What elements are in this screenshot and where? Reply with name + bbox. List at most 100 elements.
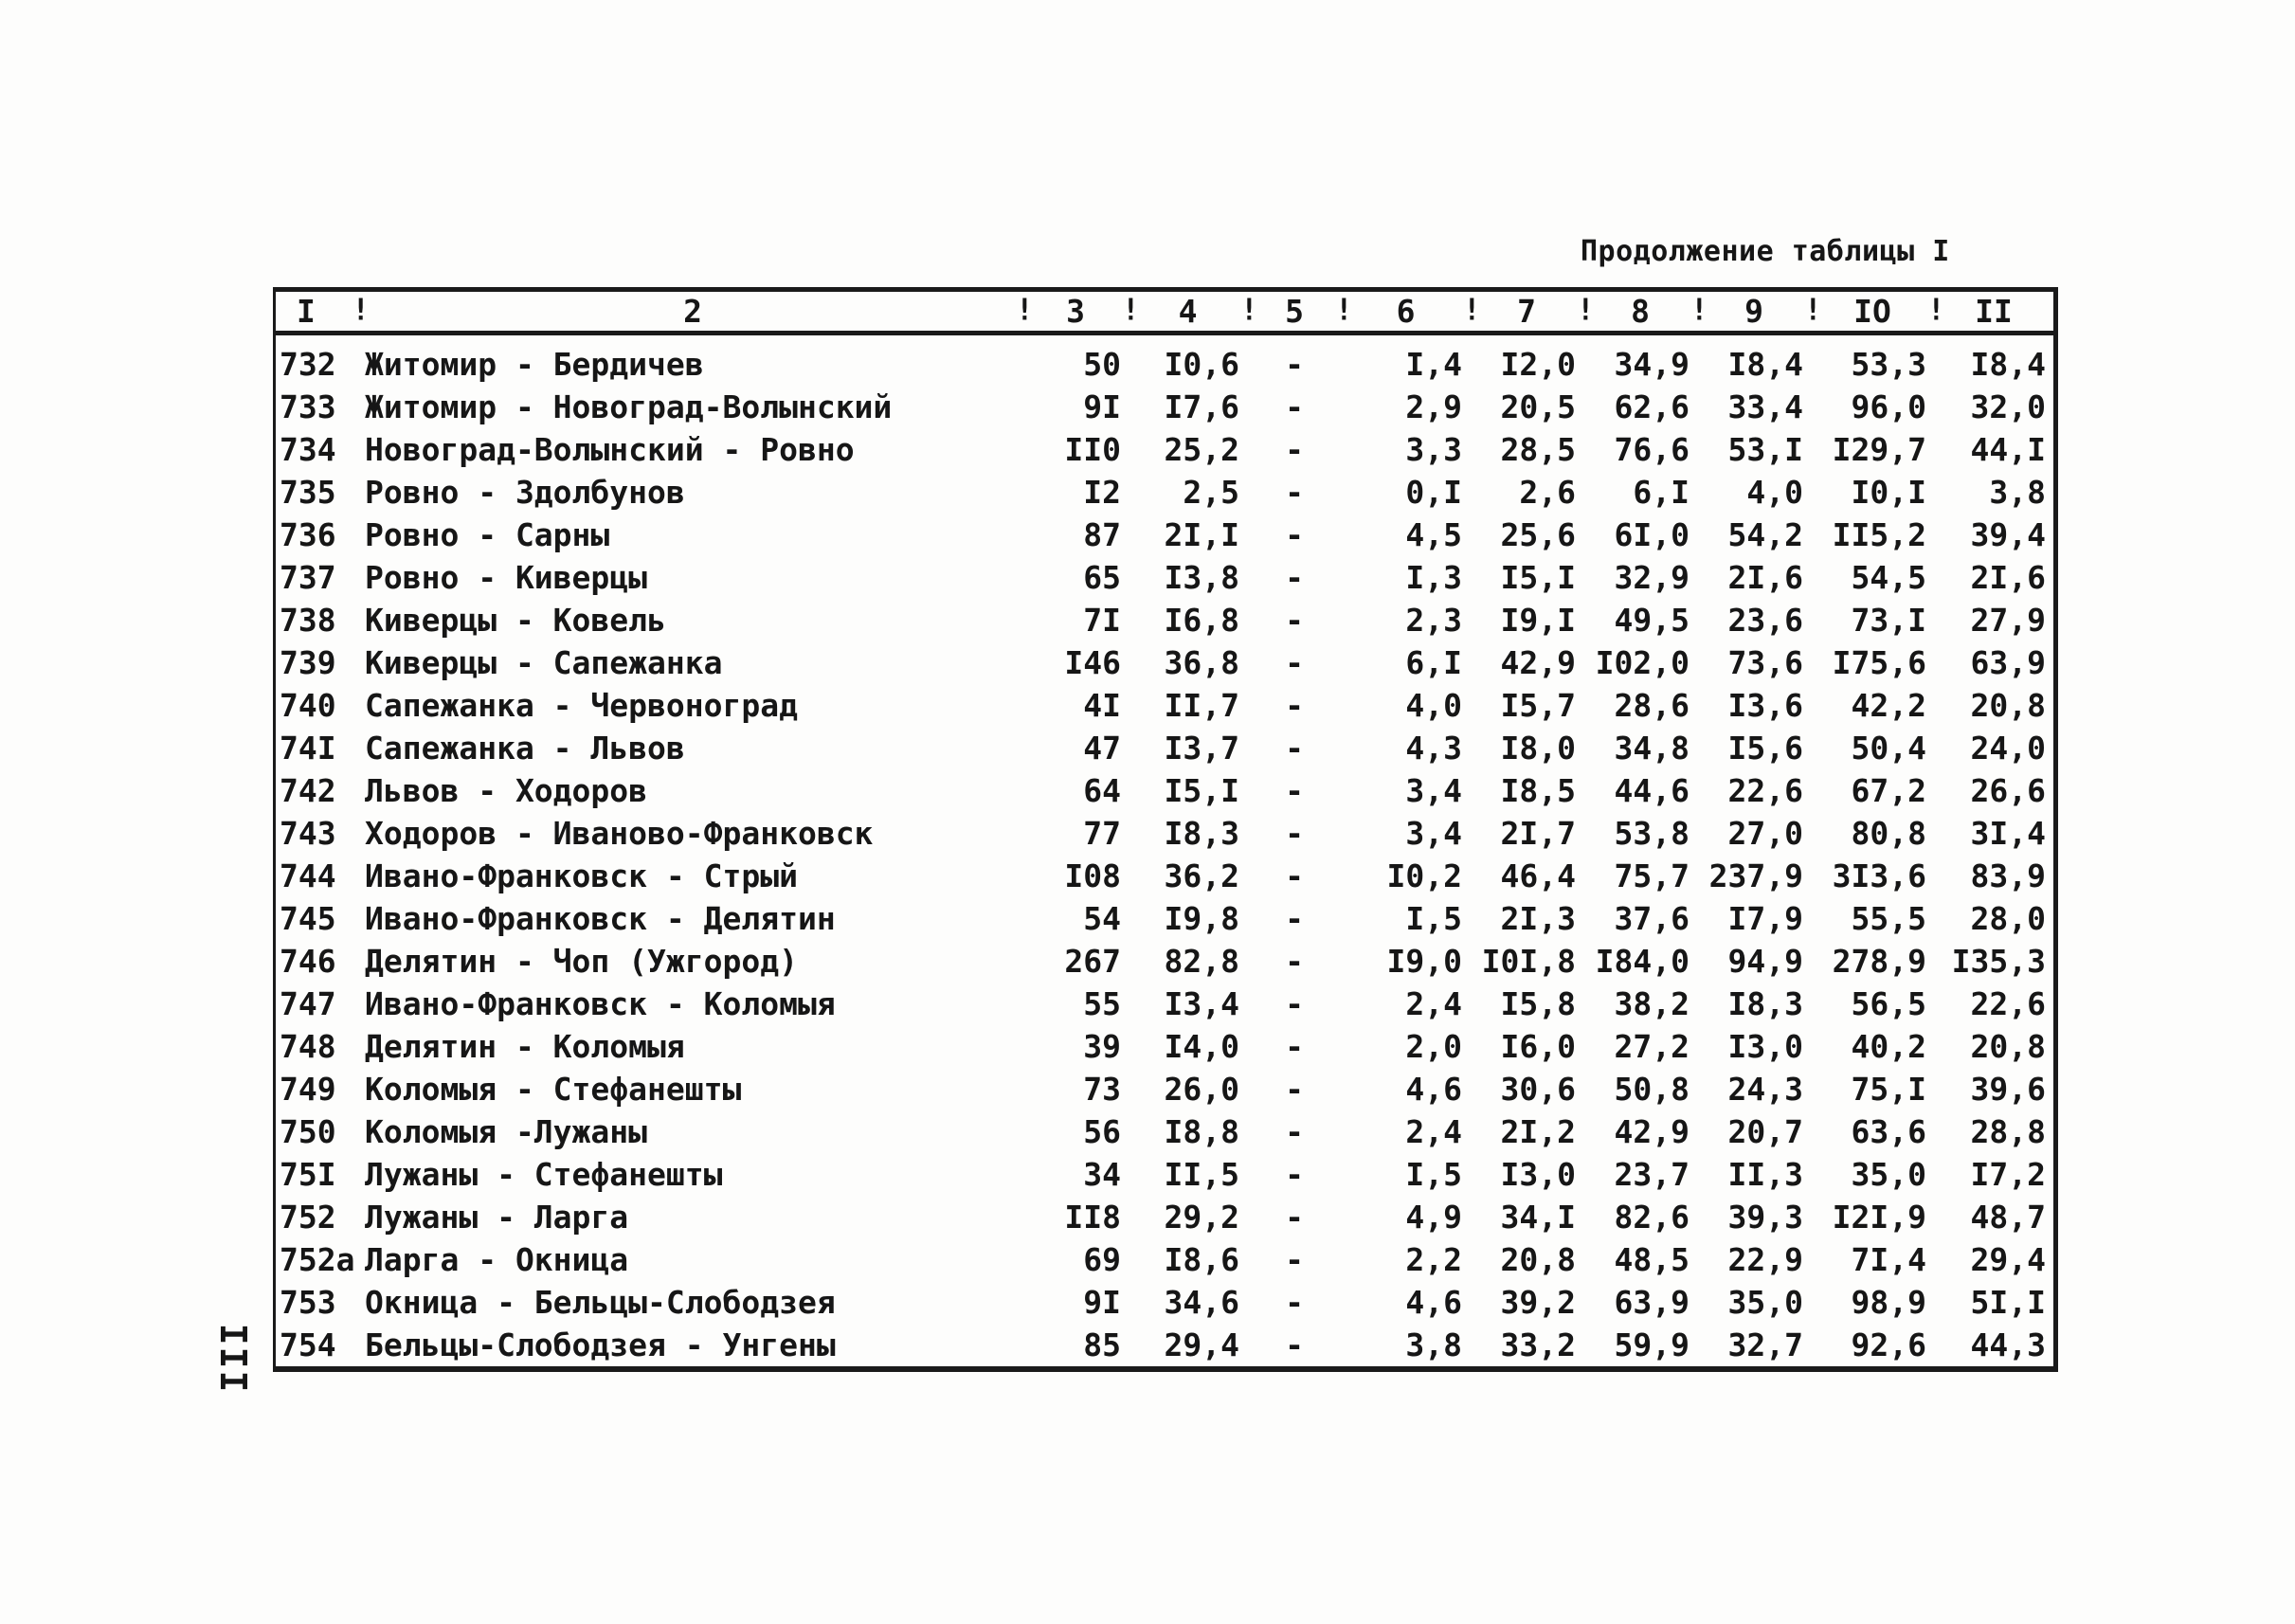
value-cell: 65 xyxy=(1083,559,1121,596)
value-cell: 278,9 xyxy=(1832,943,1926,980)
table-row: 749 Коломыя - Стефанешты 73 26,0 - 4,6 30,6 50,… xyxy=(276,1068,2053,1110)
value-cell: 24,3 xyxy=(1727,1071,1803,1108)
value-cell: I4,0 xyxy=(1164,1028,1239,1065)
table-row: 743 Ходоров - Иваново-Франковск 77 I8,3 - 3,4… xyxy=(276,812,2053,855)
value-cell: 62,6 xyxy=(1614,388,1690,425)
value-cell: I3,0 xyxy=(1500,1156,1576,1193)
header-separator: ! xyxy=(1690,293,1708,328)
table-row: 732 Житомир - Бердичев 50 I0,6 - I,4 I2,0 34,9 I… xyxy=(276,343,2053,386)
value-cell: I0I,8 xyxy=(1481,943,1576,980)
value-cell: 36,8 xyxy=(1164,644,1239,681)
row-number-cell: 745 xyxy=(280,900,336,937)
empty-dash-cell: - xyxy=(1285,1241,1304,1278)
value-cell: 4,6 xyxy=(1405,1071,1462,1108)
header-separator: ! xyxy=(1463,293,1481,328)
value-cell: 94,9 xyxy=(1727,943,1803,980)
value-cell: 2I,I xyxy=(1164,516,1239,553)
value-cell: 42,9 xyxy=(1614,1113,1690,1150)
value-cell: II0 xyxy=(1064,431,1121,468)
row-number-cell: 742 xyxy=(280,772,336,809)
header-separator: ! xyxy=(1927,293,1945,328)
header-separator: ! xyxy=(1804,293,1822,328)
value-cell: I8,6 xyxy=(1164,1241,1239,1278)
value-cell: I0,6 xyxy=(1164,346,1239,383)
value-cell: I3,7 xyxy=(1164,730,1239,767)
value-cell: 7I xyxy=(1083,602,1121,639)
empty-dash-cell: - xyxy=(1285,1326,1304,1363)
value-cell: I35,3 xyxy=(1951,943,2046,980)
row-number-cell: 743 xyxy=(280,815,336,852)
header-separator: ! xyxy=(1122,293,1140,328)
route-name-cell: Делятин - Коломыя xyxy=(365,1028,685,1065)
column-header-label: 5 xyxy=(1285,293,1304,330)
row-number-cell: 740 xyxy=(280,687,336,724)
value-cell: 2I,2 xyxy=(1500,1113,1576,1150)
value-cell: 44,I xyxy=(1970,431,2046,468)
value-cell: 64 xyxy=(1083,772,1121,809)
empty-dash-cell: - xyxy=(1285,516,1304,553)
value-cell: 42,9 xyxy=(1500,644,1576,681)
value-cell: I6,0 xyxy=(1500,1028,1576,1065)
value-cell: 7I,4 xyxy=(1851,1241,1926,1278)
value-cell: 4,9 xyxy=(1405,1199,1462,1236)
value-cell: 39,3 xyxy=(1727,1199,1803,1236)
value-cell: 48,7 xyxy=(1970,1199,2046,1236)
empty-dash-cell: - xyxy=(1285,730,1304,767)
row-number-cell: 738 xyxy=(280,602,336,639)
table-row: 734 Новоград-Волынский - Ровно II0 25,2 - 3,3… xyxy=(276,428,2053,471)
value-cell: 3,8 xyxy=(1989,474,2046,511)
column-header-cell: ! 4 xyxy=(1122,292,1247,331)
value-cell: 36,2 xyxy=(1164,857,1239,894)
value-cell: I9,8 xyxy=(1164,900,1239,937)
value-cell: 23,6 xyxy=(1727,602,1803,639)
value-cell: I,3 xyxy=(1405,559,1462,596)
row-number-cell: 750 xyxy=(280,1113,336,1150)
value-cell: 50,8 xyxy=(1614,1071,1690,1108)
route-name-cell: Лужаны - Стефанешты xyxy=(365,1156,723,1193)
column-header-cell: ! 3 xyxy=(1016,292,1129,331)
value-cell: 34,6 xyxy=(1164,1284,1239,1321)
empty-dash-cell: - xyxy=(1285,1156,1304,1193)
row-number-cell: 739 xyxy=(280,644,336,681)
value-cell: 83,9 xyxy=(1970,857,2046,894)
value-cell: 4,0 xyxy=(1405,687,1462,724)
value-cell: 22,6 xyxy=(1727,772,1803,809)
route-name-cell: Окница - Бельцы-Слободзея xyxy=(365,1284,836,1321)
value-cell: 4,6 xyxy=(1405,1284,1462,1321)
column-header-cell: ! 7 xyxy=(1463,292,1583,331)
row-number-cell: 748 xyxy=(280,1028,336,1065)
value-cell: I,5 xyxy=(1405,900,1462,937)
value-cell: 20,5 xyxy=(1500,388,1576,425)
value-cell: 2,3 xyxy=(1405,602,1462,639)
table-row: 750 Коломыя -Лужаны 56 I8,8 - 2,4 2I,2 42,9 20,7… xyxy=(276,1110,2053,1153)
value-cell: 56 xyxy=(1083,1113,1121,1150)
table-row: 74I Сапежанка - Львов 47 I3,7 - 4,3 I8,0 34,8 I5… xyxy=(276,727,2053,769)
row-number-cell: 753 xyxy=(280,1284,336,1321)
value-cell: 27,2 xyxy=(1614,1028,1690,1065)
value-cell: 69 xyxy=(1083,1241,1121,1278)
value-cell: 38,2 xyxy=(1614,985,1690,1022)
value-cell: 47 xyxy=(1083,730,1121,767)
value-cell: I3,8 xyxy=(1164,559,1239,596)
empty-dash-cell: - xyxy=(1285,772,1304,809)
value-cell: 54,2 xyxy=(1727,516,1803,553)
empty-dash-cell: - xyxy=(1285,388,1304,425)
value-cell: 22,6 xyxy=(1970,985,2046,1022)
value-cell: I6,8 xyxy=(1164,602,1239,639)
row-number-cell: 754 xyxy=(280,1326,336,1363)
empty-dash-cell: - xyxy=(1285,1071,1304,1108)
table-row: 733 Житомир - Новоград-Волынский 9I I7,6 - 2,… xyxy=(276,386,2053,428)
value-cell: 4,5 xyxy=(1405,516,1462,553)
value-cell: 24,0 xyxy=(1970,730,2046,767)
value-cell: 29,4 xyxy=(1970,1241,2046,1278)
value-cell: 80,8 xyxy=(1851,815,1926,852)
value-cell: 87 xyxy=(1083,516,1121,553)
column-header-label: 6 xyxy=(1396,293,1416,330)
row-number-cell: 752 xyxy=(280,1199,336,1236)
empty-dash-cell: - xyxy=(1285,815,1304,852)
value-cell: 267 xyxy=(1064,943,1121,980)
value-cell: I7,2 xyxy=(1970,1156,2046,1193)
value-cell: I8,3 xyxy=(1164,815,1239,852)
row-number-cell: 732 xyxy=(280,346,336,383)
